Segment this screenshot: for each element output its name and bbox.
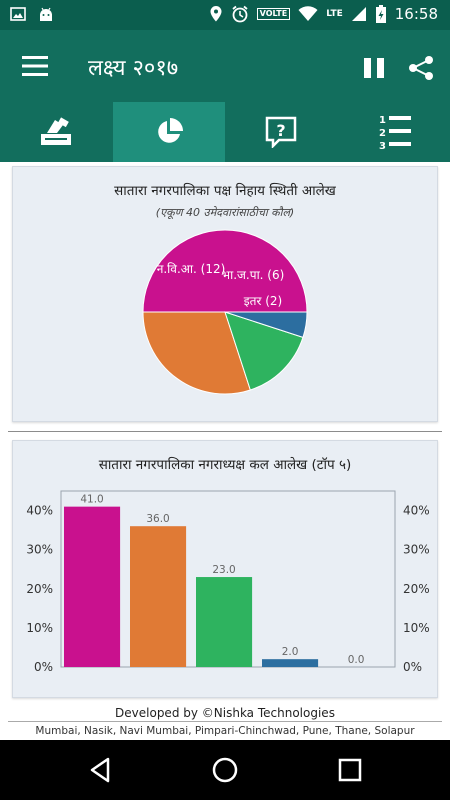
bar <box>64 506 121 667</box>
y-tick-label-left: 20% <box>26 582 53 596</box>
volte-badge: VOLTE <box>256 8 291 20</box>
network-type: LTE <box>326 9 343 19</box>
svg-text:1: 1 <box>379 115 386 126</box>
y-tick-label-right: 20% <box>403 582 430 596</box>
tab-bar: ? 1 2 3 <box>0 102 450 162</box>
bar <box>262 659 319 667</box>
tab-question[interactable]: ? <box>225 102 338 162</box>
svg-text:2: 2 <box>379 128 386 139</box>
pie-chart-card: सातारा नगरपालिका पक्ष निहाय स्थिती आलेख … <box>12 166 438 422</box>
pie-slice <box>142 229 308 313</box>
pie-chart: सा.वि.आ. (20)न.वि.आ. (12)भा.ज.पा. (6)इतर… <box>142 229 308 395</box>
section-divider <box>8 431 442 432</box>
back-icon[interactable] <box>86 755 116 785</box>
y-tick-label-right: 10% <box>403 621 430 635</box>
y-tick-label-right: 0% <box>403 660 422 674</box>
wifi-icon <box>298 6 318 21</box>
signal-icon <box>351 7 366 21</box>
pie-slice <box>224 311 308 338</box>
cities-list: Mumbai, Nasik, Navi Mumbai, Pimpari-Chin… <box>35 725 415 737</box>
svg-text:3: 3 <box>379 141 386 151</box>
share-icon[interactable] <box>408 55 434 81</box>
app-bar: लक्ष्य २०१७ <box>0 30 450 102</box>
menu-icon[interactable] <box>22 56 48 76</box>
bar-chart: 0% 0% 10% 10% 20% 20% 30% 30% 40% 40% 41.0 36.0 23.0… <box>26 490 430 674</box>
app-title: लक्ष्य २०१७ <box>88 56 179 81</box>
question-icon: ? <box>266 116 297 148</box>
pie-chart-icon <box>157 118 183 143</box>
pie-slice-label: इतर (2) <box>244 294 282 308</box>
pie-chart-title: सातारा नगरपालिका पक्ष निहाय स्थिती आलेख <box>114 183 336 199</box>
tab-chart[interactable] <box>112 102 225 162</box>
y-tick-label-left: 0% <box>34 660 53 674</box>
bar-value-label: 36.0 <box>146 513 169 525</box>
y-tick-label-right: 40% <box>403 504 430 518</box>
pie-slice-label: न.वि.आ. (12) <box>157 262 226 276</box>
android-icon <box>40 7 52 21</box>
home-icon[interactable] <box>210 755 240 785</box>
developer-credit: Developed by ©Nishka Technologies <box>115 706 335 720</box>
status-time: 16:58 <box>394 5 438 23</box>
location-icon <box>210 6 222 22</box>
bar-value-label: 0.0 <box>348 654 365 666</box>
pie-chart-subtitle: (एकूण 40 उमेदवारांसाठीचा कौल) <box>155 206 295 219</box>
bar-value-label: 41.0 <box>80 494 103 506</box>
pie-slice-label: भा.ज.पा. (6) <box>222 268 285 282</box>
tab-voting[interactable] <box>0 102 113 162</box>
bar-value-label: 23.0 <box>212 564 235 576</box>
y-tick-label-right: 30% <box>403 543 430 557</box>
pie-slice <box>142 311 251 395</box>
battery-icon <box>375 5 386 23</box>
y-tick-label-left: 40% <box>26 504 53 518</box>
recents-icon[interactable] <box>335 755 365 785</box>
content-area[interactable]: सातारा नगरपालिका पक्ष निहाय स्थिती आलेख … <box>0 162 450 740</box>
y-tick-label-left: 30% <box>26 543 53 557</box>
svg-text:?: ? <box>277 121 286 140</box>
status-bar: VOLTE LTE 16:58 <box>0 0 450 30</box>
alarm-icon <box>232 5 248 23</box>
y-tick-label-left: 10% <box>26 621 53 635</box>
numbered-list-icon: 1 2 3 <box>379 115 411 151</box>
bar-chart-title: सातारा नगरपालिका नगराध्यक्ष कल आलेख (टॉप… <box>98 457 352 473</box>
pause-icon[interactable] <box>363 58 385 78</box>
ballot-box-icon <box>41 117 72 145</box>
footer-divider <box>8 721 442 722</box>
bar <box>196 577 253 667</box>
bar <box>130 526 187 667</box>
tab-list[interactable]: 1 2 3 <box>338 102 450 162</box>
bar-chart-card: सातारा नगरपालिका नगराध्यक्ष कल आलेख (टॉप… <box>12 440 438 698</box>
image-icon <box>10 7 26 21</box>
bar-value-label: 2.0 <box>282 646 299 658</box>
navigation-bar <box>0 740 450 800</box>
